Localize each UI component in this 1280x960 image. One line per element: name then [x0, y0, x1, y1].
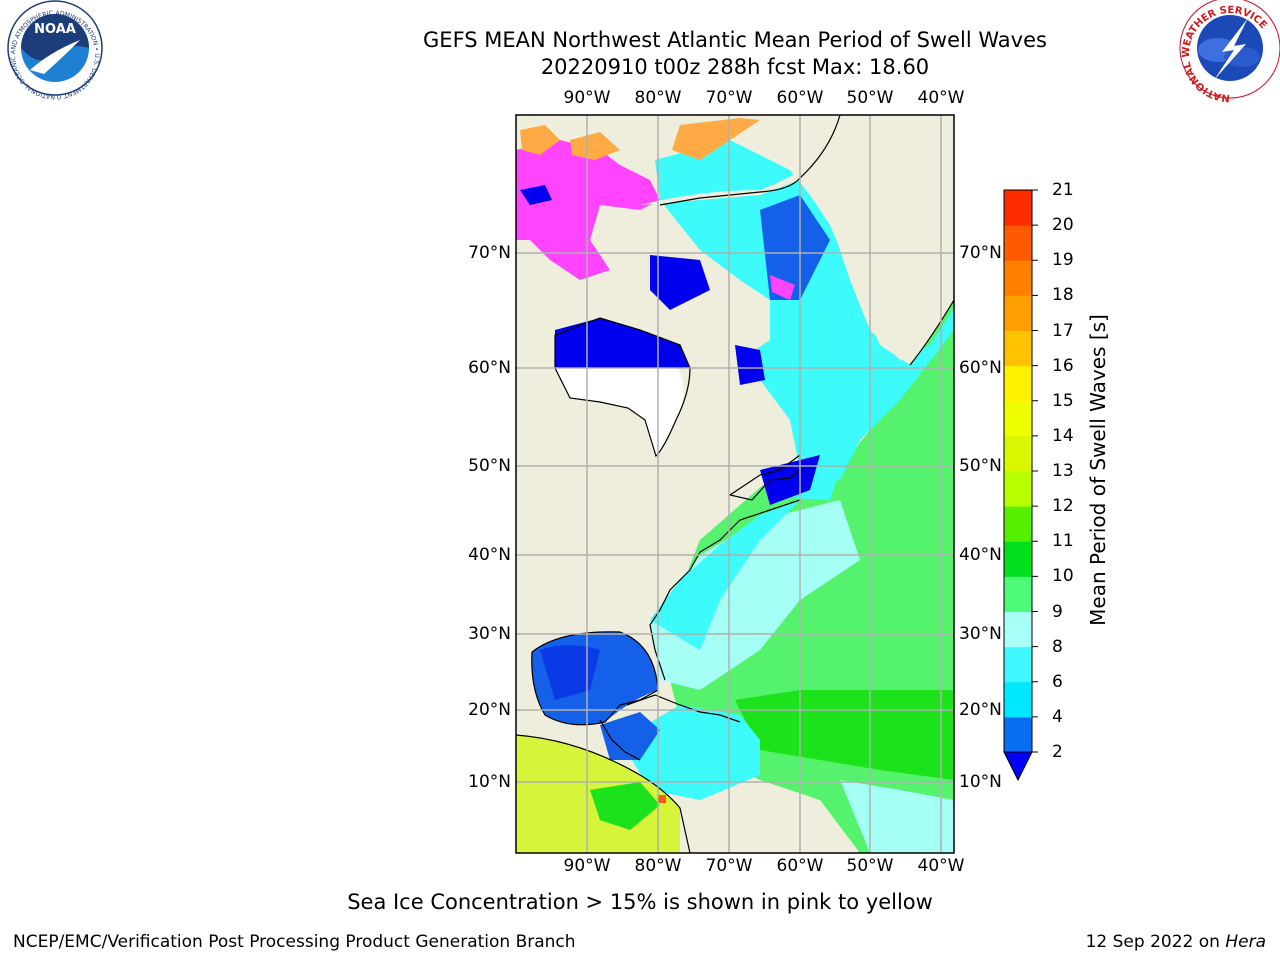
colorbar-tick-label: 8 — [1052, 636, 1063, 657]
map-panel — [515, 114, 955, 854]
colorbar-tick-label: 14 — [1052, 425, 1074, 446]
colorbar-tick-label: 12 — [1052, 496, 1074, 517]
graticule — [516, 115, 954, 853]
lon-label-top: 90°W — [563, 88, 611, 108]
lat-label-left: 10°N — [468, 772, 511, 792]
colorbar-tick-label: 21 — [1052, 180, 1074, 200]
lat-label-left: 60°N — [468, 358, 511, 378]
colorbar-segment — [1004, 435, 1032, 472]
colorbar-segment — [1004, 506, 1032, 542]
nws-logo: NATIONAL WEATHER SERVICE — [1179, 0, 1280, 103]
colorbar-tick-label: 10 — [1052, 566, 1074, 587]
lat-label-left: 40°N — [468, 545, 511, 565]
lat-label-left: 30°N — [468, 624, 511, 644]
map-frame — [515, 114, 955, 854]
colorbar-segment — [1004, 716, 1032, 753]
lon-label-top: 80°W — [634, 88, 682, 108]
plot-subtitle-date: 20220910 t00z 288h fcst Max: 18.60 — [540, 55, 930, 79]
noaa-logo: NATIONAL OCEANIC AND ATMOSPHERIC ADMINIS… — [0, 0, 103, 100]
colorbar-tick-label: 11 — [1052, 531, 1074, 552]
lon-label-bottom: 40°W — [917, 856, 965, 876]
lat-label-left: 70°N — [468, 243, 511, 263]
colorbar-tick-label: 2 — [1052, 742, 1063, 762]
colorbar-tick-label: 18 — [1052, 285, 1074, 306]
colorbar-segment — [1004, 400, 1032, 437]
lat-label-left: 50°N — [468, 456, 511, 476]
colorbar-tick-label: 4 — [1052, 706, 1063, 727]
lat-label-right: 30°N — [959, 624, 1002, 644]
lat-label-right: 70°N — [959, 243, 1002, 263]
sea-ice-note: Sea Ice Concentration > 15% is shown in … — [347, 890, 933, 914]
footer-host: Hera — [1225, 932, 1266, 952]
colorbar-segment — [1004, 541, 1032, 577]
colorbar-segment — [1004, 611, 1032, 648]
lon-label-top: 40°W — [917, 88, 965, 108]
footer-credit: NCEP/EMC/Verification Post Processing Pr… — [13, 932, 576, 952]
colorbar-title: Mean Period of Swell Waves [s] — [1086, 314, 1110, 626]
lon-label-top: 50°W — [846, 88, 894, 108]
lon-label-bottom: 60°W — [776, 856, 824, 876]
colorbar-extend-arrow — [1003, 751, 1033, 782]
colorbar-segment — [1004, 365, 1032, 402]
lon-label-bottom: 80°W — [634, 856, 682, 876]
colorbar-tick-label: 13 — [1052, 461, 1074, 481]
lat-label-right: 10°N — [959, 772, 1002, 792]
colorbar-tick-label: 20 — [1052, 215, 1074, 236]
lon-label-bottom: 70°W — [705, 856, 753, 876]
lat-label-right: 60°N — [959, 358, 1002, 378]
plot-title: GEFS MEAN Northwest Atlantic Mean Period… — [423, 28, 1047, 52]
colorbar-tick-label: 16 — [1052, 355, 1074, 376]
footer-date-text: 12 Sep 2022 on — [1085, 932, 1220, 952]
colorbar-tick-label: 15 — [1052, 390, 1074, 411]
colorbar-tick-label: 19 — [1052, 250, 1074, 271]
colorbar-segment — [1004, 471, 1032, 507]
lon-label-top: 70°W — [705, 88, 753, 108]
lat-label-left: 20°N — [468, 700, 511, 720]
colorbar-segment — [1004, 576, 1032, 612]
lat-label-right: 40°N — [959, 545, 1002, 565]
swell-period-field — [516, 115, 954, 853]
lat-label-right: 50°N — [959, 456, 1002, 476]
lon-label-bottom: 50°W — [846, 856, 894, 876]
noaa-logo-text: NOAA — [34, 22, 76, 37]
colorbar-segment — [1004, 681, 1032, 718]
colorbar — [1003, 189, 1038, 782]
colorbar-tick-label: 6 — [1052, 671, 1063, 692]
colorbar-tick-label: 9 — [1052, 601, 1063, 622]
colorbar-tick-label: 17 — [1052, 320, 1074, 341]
lon-label-bottom: 90°W — [563, 856, 611, 876]
colorbar-segment — [1004, 295, 1032, 331]
colorbar-segment — [1004, 190, 1032, 226]
lon-label-top: 60°W — [776, 88, 824, 108]
colorbar-segment — [1004, 225, 1032, 261]
colorbar-segment — [1004, 330, 1032, 367]
colorbar-segment — [1004, 260, 1032, 296]
lat-label-right: 20°N — [959, 700, 1002, 720]
colorbar-segment — [1004, 646, 1032, 683]
footer-date: 12 Sep 2022 on Hera — [1086, 932, 1266, 952]
